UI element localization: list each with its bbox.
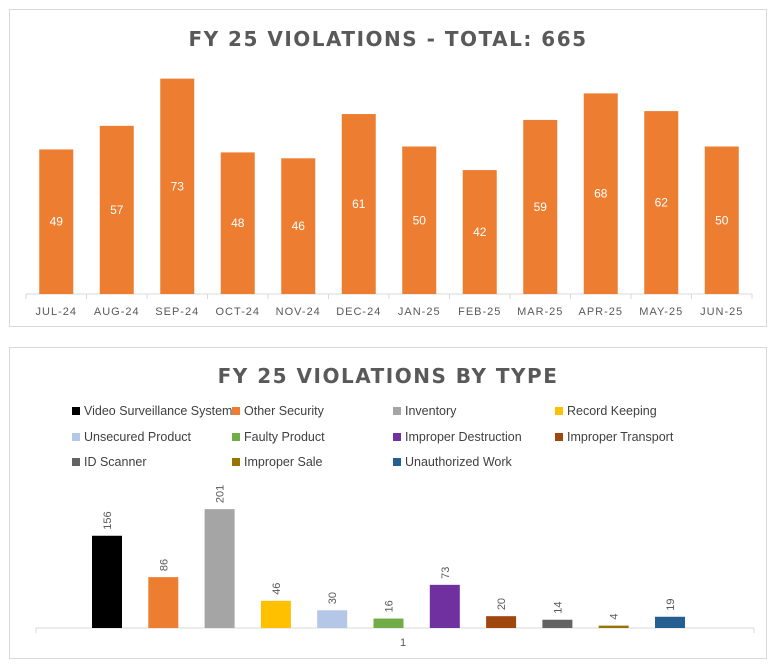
x-tick-label: AUG-24: [94, 306, 140, 318]
x-tick-label: OCT-24: [215, 306, 260, 318]
type-chart-title: FY 25 VIOLATIONS BY TYPE: [217, 364, 559, 388]
legend-item: Other Security: [232, 404, 324, 418]
bar-value-label: 4: [609, 614, 621, 620]
legend-item: Unsecured Product: [72, 430, 191, 444]
violations-by-type-chart: FY 25 VIOLATIONS BY TYPE Video Surveilla…: [9, 347, 767, 659]
bar-value-label: 73: [171, 179, 185, 193]
bar-value-label: 50: [413, 213, 427, 227]
legend-swatch: [555, 433, 563, 441]
bar: [204, 509, 235, 628]
bar-value-label: 73: [440, 567, 452, 579]
legend-item: Record Keeping: [555, 404, 657, 418]
bar: [429, 584, 460, 628]
legend-label: Inventory: [405, 404, 457, 418]
bar-value-label: 20: [496, 598, 508, 610]
bar-value-label: 49: [50, 215, 64, 229]
legend-item: ID Scanner: [72, 455, 147, 469]
legend-label: Unauthorized Work: [405, 455, 512, 469]
x-tick-label: SEP-24: [155, 306, 199, 318]
legend-label: Faulty Product: [244, 430, 325, 444]
bar-value-label: 42: [473, 225, 487, 239]
bar: [99, 125, 134, 294]
legend-label: Improper Transport: [567, 430, 674, 444]
legend-swatch: [232, 458, 240, 466]
legend-item: Improper Transport: [555, 430, 673, 444]
x-tick-label: NOV-24: [276, 306, 321, 318]
bar: [92, 535, 122, 628]
legend-swatch: [393, 458, 401, 466]
bar-value-label: 48: [231, 216, 245, 230]
legend-item: Inventory: [393, 404, 456, 418]
x-tick-label: JUL-24: [36, 306, 77, 318]
bar: [486, 616, 517, 628]
monthly-bar-plot: 49 JUL-24 57 AUG-24 73 SEP-24 48 OCT-24 46 NOV-24…: [25, 78, 753, 318]
bar-value-label: 30: [327, 592, 339, 604]
legend-item: Faulty Product: [232, 430, 325, 444]
legend-swatch: [232, 407, 240, 415]
bar: [148, 577, 179, 628]
bar: [704, 146, 739, 294]
monthly-chart-title: FY 25 VIOLATIONS - TOTAL: 665: [188, 27, 588, 51]
legend-item: Unauthorized Work: [393, 455, 512, 469]
bar: [402, 146, 437, 294]
legend-swatch: [393, 433, 401, 441]
x-tick-label: MAY-25: [639, 306, 683, 318]
legend-label: Unsecured Product: [84, 430, 192, 444]
bar: [523, 119, 558, 294]
bar-value-label: 16: [384, 600, 396, 612]
bar-value-label: 46: [271, 583, 283, 595]
legend-label: Record Keeping: [567, 404, 657, 418]
bar: [341, 114, 376, 294]
legend-swatch: [72, 433, 80, 441]
bar: [260, 600, 291, 628]
x-tick-label: JUN-25: [700, 306, 743, 318]
x-tick-label: APR-25: [578, 306, 623, 318]
bar-value-label: 46: [292, 219, 306, 233]
bar: [39, 149, 74, 294]
bar: [160, 78, 195, 295]
bar: [462, 170, 497, 294]
bar-value-label: 50: [715, 213, 729, 227]
bar-value-label: 156: [102, 511, 114, 529]
bar-value-label: 14: [552, 601, 564, 613]
bar: [655, 616, 685, 628]
legend-swatch: [555, 407, 563, 415]
legend-swatch: [393, 407, 401, 415]
legend-label: ID Scanner: [84, 455, 147, 469]
legend-label: Improper Sale: [244, 455, 323, 469]
legend-swatch: [232, 433, 240, 441]
x-tick-label: 1: [400, 637, 406, 649]
x-tick-label: DEC-24: [336, 306, 381, 318]
bar: [317, 610, 348, 628]
bar: [281, 158, 316, 294]
monthly-violations-chart: FY 25 VIOLATIONS - TOTAL: 665 49 JUL-24 57…: [9, 9, 767, 327]
bar-value-label: 59: [534, 200, 548, 214]
legend-label: Other Security: [244, 404, 324, 418]
bar-value-label: 86: [158, 559, 170, 571]
type-bar-plot: 156 86 201 46 30 16 73 20 14 4 19 1: [35, 485, 755, 649]
bar-value-label: 68: [594, 187, 608, 201]
legend-item: Improper Destruction: [393, 430, 522, 444]
bar: [220, 152, 255, 294]
bar: [542, 619, 573, 628]
bar-value-label: 201: [215, 485, 227, 503]
legend-swatch: [72, 458, 80, 466]
legend-item: Improper Sale: [232, 455, 323, 469]
x-tick-label: MAR-25: [517, 306, 563, 318]
x-tick-label: JAN-25: [398, 306, 441, 318]
legend-label: Improper Destruction: [405, 430, 522, 444]
bar-value-label: 62: [655, 196, 669, 210]
legend-item: Video Surveillance System: [72, 404, 232, 418]
bar: [598, 625, 629, 628]
bar-value-label: 61: [352, 197, 366, 211]
bar: [644, 111, 679, 294]
bar: [583, 93, 618, 295]
bar-value-label: 57: [110, 203, 124, 217]
bar: [373, 618, 404, 628]
bar-value-label: 19: [665, 599, 677, 611]
legend-label: Video Surveillance System: [84, 404, 233, 418]
legend-swatch: [72, 407, 80, 415]
x-tick-label: FEB-25: [458, 306, 501, 318]
